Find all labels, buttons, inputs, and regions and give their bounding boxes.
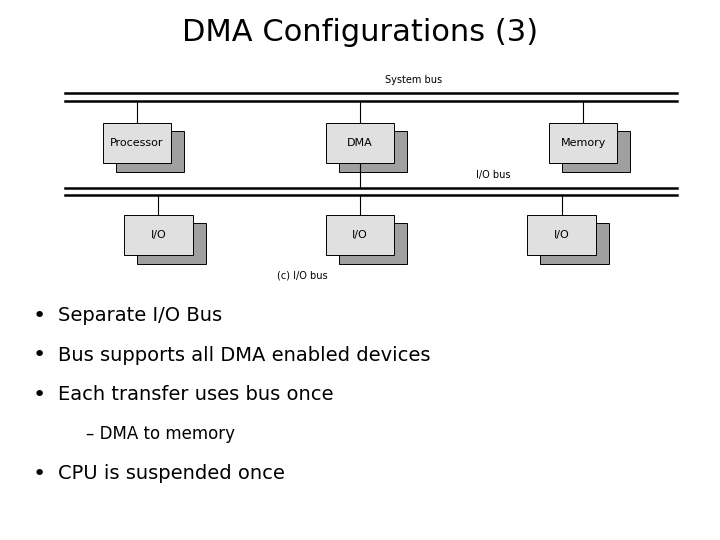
FancyBboxPatch shape [103, 123, 171, 163]
FancyBboxPatch shape [137, 224, 206, 264]
FancyBboxPatch shape [562, 131, 631, 172]
Text: I/O: I/O [554, 230, 570, 240]
Text: System bus: System bus [385, 75, 443, 85]
Text: •: • [33, 463, 46, 484]
Text: CPU is suspended once: CPU is suspended once [58, 464, 284, 483]
Text: (c) I/O bus: (c) I/O bus [277, 271, 328, 280]
Text: •: • [33, 306, 46, 326]
Text: Separate I/O Bus: Separate I/O Bus [58, 306, 222, 326]
FancyBboxPatch shape [115, 131, 184, 172]
FancyBboxPatch shape [124, 215, 192, 255]
FancyBboxPatch shape [325, 215, 395, 255]
Text: I/O: I/O [150, 230, 166, 240]
Text: I/O: I/O [352, 230, 368, 240]
FancyBboxPatch shape [339, 224, 408, 264]
Text: •: • [33, 384, 46, 405]
Text: DMA: DMA [347, 138, 373, 148]
Text: Processor: Processor [110, 138, 163, 148]
Text: – DMA to memory: – DMA to memory [86, 425, 235, 443]
FancyBboxPatch shape [527, 215, 596, 255]
Text: I/O bus: I/O bus [476, 170, 510, 180]
Text: DMA Configurations (3): DMA Configurations (3) [182, 18, 538, 47]
Text: Each transfer uses bus once: Each transfer uses bus once [58, 385, 333, 404]
Text: •: • [33, 345, 46, 366]
FancyBboxPatch shape [339, 131, 408, 172]
Text: Memory: Memory [560, 138, 606, 148]
FancyBboxPatch shape [325, 123, 395, 163]
FancyBboxPatch shape [549, 123, 618, 163]
Text: Bus supports all DMA enabled devices: Bus supports all DMA enabled devices [58, 346, 430, 365]
FancyBboxPatch shape [540, 224, 609, 264]
